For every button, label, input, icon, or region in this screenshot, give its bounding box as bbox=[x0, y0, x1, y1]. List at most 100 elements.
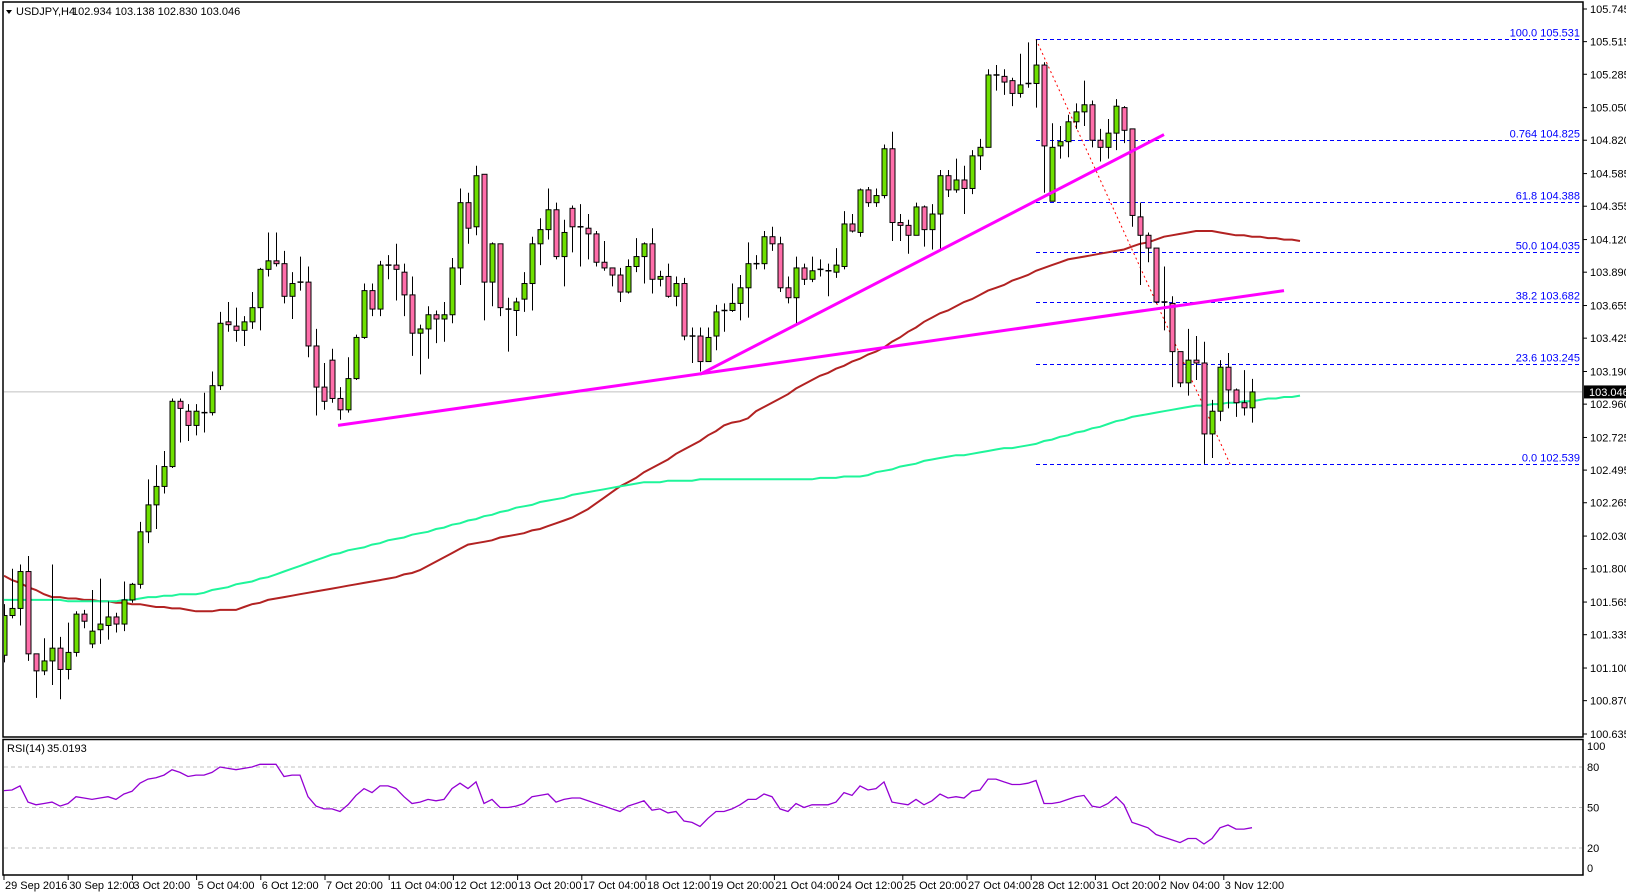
candle bbox=[17, 564, 24, 626]
candle bbox=[1137, 202, 1144, 285]
candle-body-bear bbox=[1225, 366, 1232, 391]
trendline[interactable] bbox=[337, 289, 1285, 427]
candle-body-bull bbox=[89, 630, 96, 645]
candle-body-bear bbox=[1121, 107, 1128, 131]
candle bbox=[921, 205, 928, 247]
candle-body-bear bbox=[409, 294, 416, 334]
trendline[interactable] bbox=[699, 133, 1165, 376]
candle-body-bull bbox=[913, 206, 920, 236]
candle bbox=[1177, 351, 1184, 388]
candle bbox=[985, 69, 992, 148]
candle bbox=[49, 564, 56, 686]
price-tick-label: 100.635 bbox=[1590, 729, 1626, 741]
current-price-tag bbox=[1584, 385, 1626, 399]
candle bbox=[265, 232, 272, 277]
candle bbox=[1161, 266, 1168, 331]
candle bbox=[353, 334, 360, 381]
candle bbox=[553, 202, 560, 260]
candle bbox=[953, 158, 960, 193]
rsi-value: 35.0193 bbox=[47, 743, 87, 755]
candle-body-bear bbox=[369, 290, 376, 310]
candle-body-bull bbox=[1073, 111, 1080, 123]
candle bbox=[753, 255, 760, 270]
candle-body-bull bbox=[241, 321, 248, 331]
candle-body-bull bbox=[737, 287, 744, 304]
candle bbox=[369, 283, 376, 317]
candle-body-bull bbox=[289, 283, 296, 297]
candle-body-bear bbox=[433, 314, 440, 320]
fibonacci-retracement[interactable]: 100.0 105.531 0.764 104.825 61.8 104.388 50… bbox=[1035, 28, 1582, 465]
candle-body-bear bbox=[497, 243, 504, 309]
fib-level-label: 38.2 103.682 bbox=[1516, 291, 1580, 303]
candle-body-bear bbox=[897, 222, 904, 226]
candle-body-bull bbox=[209, 385, 216, 414]
candle bbox=[1009, 77, 1016, 107]
candle bbox=[449, 257, 456, 324]
candle-body-bear bbox=[1241, 402, 1248, 409]
candle-body-bull bbox=[833, 264, 840, 273]
candle bbox=[193, 404, 200, 436]
candle bbox=[361, 283, 368, 339]
candle-body-bull bbox=[41, 660, 48, 672]
candle-body-bull bbox=[361, 290, 368, 338]
candle-body-bear bbox=[681, 283, 688, 337]
candle bbox=[249, 292, 256, 329]
candle bbox=[665, 263, 672, 298]
candle bbox=[4, 604, 8, 663]
candle bbox=[169, 398, 176, 468]
time-axis[interactable]: 29 Sep 2016 30 Sep 12:003 Oct 20:00 5 Oct … bbox=[3, 875, 1284, 892]
candle-body-bull bbox=[17, 571, 24, 609]
candle-body-bear bbox=[273, 260, 280, 265]
candle bbox=[601, 240, 608, 271]
time-tick-label: 30 Sep 12:00 bbox=[69, 880, 134, 892]
candle bbox=[865, 187, 872, 207]
candle bbox=[697, 327, 704, 372]
moving-average-green-line bbox=[4, 394, 1301, 603]
candle-body-bull bbox=[633, 256, 640, 268]
candle bbox=[561, 219, 568, 287]
candle-body-bear bbox=[1177, 351, 1184, 384]
candle bbox=[105, 601, 112, 640]
trendlines[interactable] bbox=[337, 133, 1285, 427]
price-tick-label: 104.585 bbox=[1590, 169, 1626, 181]
candle-body-bear bbox=[1201, 362, 1208, 435]
fib-level-label: 0.764 104.825 bbox=[1510, 129, 1580, 141]
candle bbox=[57, 636, 64, 700]
candle bbox=[81, 609, 88, 629]
candle-body-bear bbox=[961, 179, 968, 189]
price-tick-label: 105.745 bbox=[1590, 4, 1626, 16]
moving-average-red-line bbox=[4, 230, 1301, 613]
candle-body-bear bbox=[569, 207, 576, 228]
candle bbox=[513, 297, 520, 337]
candle-body-bear bbox=[1153, 247, 1160, 303]
candle bbox=[521, 272, 528, 312]
candle bbox=[473, 165, 480, 236]
candle-body-bear bbox=[337, 397, 344, 411]
candle bbox=[417, 324, 424, 375]
candle bbox=[1065, 114, 1072, 158]
candle bbox=[905, 219, 912, 254]
candle-body-bull bbox=[121, 599, 128, 625]
price-axis[interactable]: 105.745 105.515 105.285 105.050 104.820 104.5… bbox=[1583, 4, 1626, 741]
time-tick-label: 17 Oct 04:00 bbox=[583, 880, 646, 892]
candle-body-bull bbox=[937, 175, 944, 215]
candle-body-bull bbox=[1113, 105, 1120, 134]
ohlc-readout: 102.934 103.138 102.830 103.046 bbox=[72, 6, 240, 18]
candle-body-bear bbox=[609, 267, 616, 276]
time-tick-label: 12 Oct 12:00 bbox=[454, 880, 517, 892]
symbol-label: USDJPY,H4 bbox=[16, 6, 75, 18]
candle-body-bull bbox=[9, 607, 16, 617]
candle bbox=[1185, 328, 1192, 396]
candle-body-bear bbox=[905, 224, 912, 236]
candle bbox=[425, 306, 432, 359]
candle bbox=[785, 276, 792, 304]
candle-body-bull bbox=[1017, 84, 1024, 94]
rsi-axis-label: 0 bbox=[1587, 863, 1593, 875]
triangle-down-icon[interactable] bbox=[6, 10, 12, 14]
candle bbox=[497, 243, 504, 317]
candle bbox=[1153, 247, 1160, 304]
candle-body-bull bbox=[129, 583, 136, 601]
candle bbox=[257, 267, 264, 331]
rsi-axis-label: 100 bbox=[1587, 741, 1605, 753]
